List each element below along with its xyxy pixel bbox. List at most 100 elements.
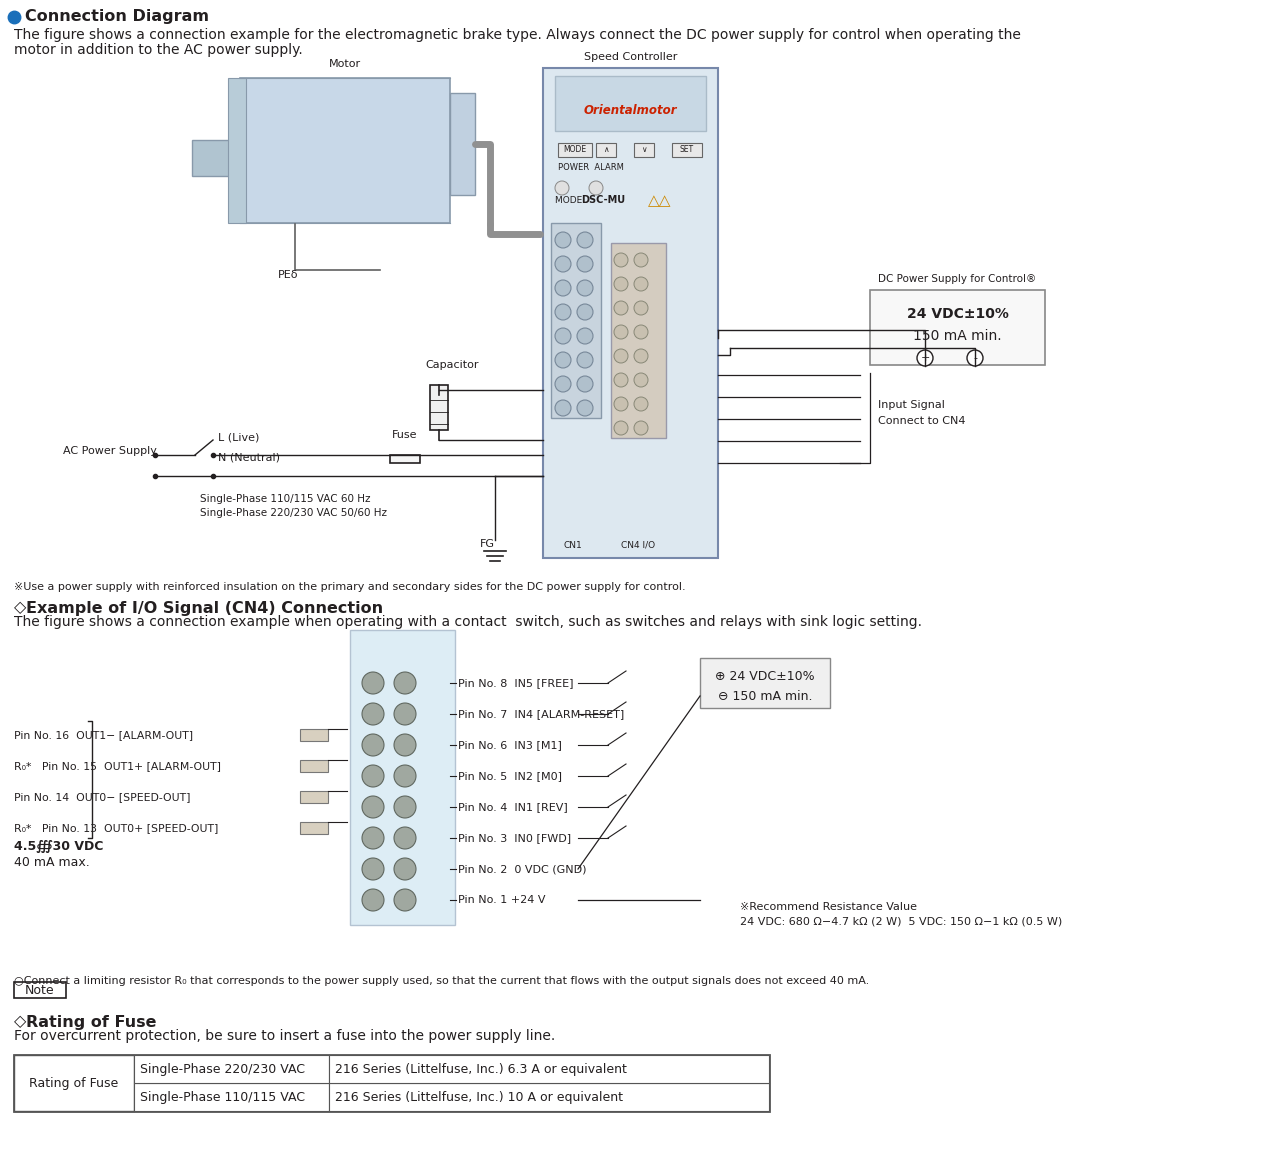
- Text: MODE: MODE: [563, 145, 586, 155]
- Bar: [672, 143, 701, 157]
- Bar: [596, 143, 616, 157]
- Circle shape: [556, 231, 571, 248]
- Bar: [192, 140, 244, 176]
- Circle shape: [634, 397, 648, 411]
- Text: R₀*   Pin No. 15  OUT1+ [ALARM-OUT]: R₀* Pin No. 15 OUT1+ [ALARM-OUT]: [14, 761, 221, 771]
- Bar: [134, 1055, 329, 1083]
- Circle shape: [966, 350, 983, 366]
- Circle shape: [362, 858, 384, 880]
- Bar: [14, 1055, 134, 1111]
- Text: Motor: Motor: [329, 59, 361, 69]
- Circle shape: [577, 328, 593, 344]
- Text: SET: SET: [680, 145, 694, 155]
- Circle shape: [634, 373, 648, 387]
- Bar: [870, 290, 1044, 365]
- Circle shape: [916, 350, 933, 366]
- Text: Pin No. 4  IN1 [REV]: Pin No. 4 IN1 [REV]: [458, 802, 568, 812]
- Circle shape: [577, 400, 593, 416]
- Circle shape: [362, 795, 384, 818]
- Circle shape: [614, 324, 628, 338]
- Bar: [329, 1055, 769, 1083]
- Circle shape: [614, 301, 628, 315]
- Text: Rating of Fuse: Rating of Fuse: [29, 1077, 119, 1090]
- Text: -: -: [973, 354, 977, 363]
- Text: 24 VDC: 680 Ω−4.7 kΩ (2 W)  5 VDC: 150 Ω−1 kΩ (0.5 W): 24 VDC: 680 Ω−4.7 kΩ (2 W) 5 VDC: 150 Ω−…: [740, 916, 1062, 927]
- Circle shape: [394, 702, 416, 725]
- Circle shape: [634, 349, 648, 363]
- Bar: [451, 93, 475, 194]
- Text: Orientalmotor: Orientalmotor: [584, 105, 677, 117]
- Bar: [241, 78, 451, 223]
- Text: Single-Phase 110/115 VAC 60 Hz: Single-Phase 110/115 VAC 60 Hz: [200, 494, 370, 504]
- Text: POWER  ALARM: POWER ALARM: [558, 163, 623, 172]
- Text: Pin No. 7  IN4 [ALARM-RESET]: Pin No. 7 IN4 [ALARM-RESET]: [458, 709, 625, 719]
- Circle shape: [577, 280, 593, 297]
- Text: ○Connect a limiting resistor R₀ that corresponds to the power supply used, so th: ○Connect a limiting resistor R₀ that cor…: [14, 976, 869, 986]
- Circle shape: [614, 349, 628, 363]
- Circle shape: [556, 280, 571, 297]
- Circle shape: [362, 827, 384, 849]
- Text: R₀*   Pin No. 13  OUT0+ [SPEED-OUT]: R₀* Pin No. 13 OUT0+ [SPEED-OUT]: [14, 823, 219, 833]
- Bar: [329, 1083, 769, 1111]
- Bar: [556, 76, 707, 131]
- Circle shape: [394, 795, 416, 818]
- Text: Single-Phase 220/230 VAC 50/60 Hz: Single-Phase 220/230 VAC 50/60 Hz: [200, 508, 387, 518]
- Bar: [300, 759, 328, 772]
- Circle shape: [577, 352, 593, 368]
- Bar: [430, 385, 448, 430]
- Text: Pin No. 2  0 VDC (GND): Pin No. 2 0 VDC (GND): [458, 864, 586, 875]
- Text: ∧: ∧: [603, 145, 609, 155]
- Text: ⊕ 24 VDC±10%: ⊕ 24 VDC±10%: [716, 670, 815, 683]
- Circle shape: [556, 328, 571, 344]
- Text: Speed Controller: Speed Controller: [584, 52, 677, 62]
- Text: 150 mA min.: 150 mA min.: [913, 329, 1002, 343]
- Text: Pin No. 1 +24 V: Pin No. 1 +24 V: [458, 896, 545, 905]
- Text: △△: △△: [648, 193, 672, 208]
- Circle shape: [577, 256, 593, 272]
- Text: 4.5∰30 VDC: 4.5∰30 VDC: [14, 840, 104, 852]
- Circle shape: [614, 397, 628, 411]
- Circle shape: [362, 702, 384, 725]
- Bar: [134, 1083, 329, 1111]
- Circle shape: [634, 301, 648, 315]
- Text: Input Signal: Input Signal: [878, 400, 945, 411]
- Circle shape: [589, 181, 603, 195]
- Bar: [300, 791, 328, 802]
- Bar: [300, 729, 328, 741]
- Text: AC Power Supply: AC Power Supply: [63, 445, 157, 456]
- Bar: [349, 630, 454, 925]
- Circle shape: [556, 400, 571, 416]
- Circle shape: [394, 858, 416, 880]
- Bar: [611, 243, 666, 438]
- Text: Pin No. 16  OUT1− [ALARM-OUT]: Pin No. 16 OUT1− [ALARM-OUT]: [14, 730, 193, 740]
- Circle shape: [634, 277, 648, 291]
- Text: 24 VDC±10%: 24 VDC±10%: [906, 307, 1009, 321]
- Text: Single-Phase 110/115 VAC: Single-Phase 110/115 VAC: [140, 1091, 305, 1104]
- Bar: [543, 67, 718, 558]
- Text: The figure shows a connection example when operating with a contact  switch, suc: The figure shows a connection example wh…: [14, 615, 922, 629]
- Bar: [300, 822, 328, 834]
- Text: DSC-MU: DSC-MU: [581, 195, 625, 205]
- Text: 216 Series (Littelfuse, Inc.) 10 A or equivalent: 216 Series (Littelfuse, Inc.) 10 A or eq…: [335, 1091, 623, 1104]
- Text: DC Power Supply for Control®: DC Power Supply for Control®: [878, 274, 1037, 284]
- Circle shape: [556, 352, 571, 368]
- Bar: [228, 78, 246, 223]
- Text: Note: Note: [26, 984, 55, 997]
- Circle shape: [394, 889, 416, 911]
- Text: Pin No. 3  IN0 [FWD]: Pin No. 3 IN0 [FWD]: [458, 833, 571, 843]
- Text: Fuse: Fuse: [392, 430, 417, 440]
- Circle shape: [577, 304, 593, 320]
- Text: ◇: ◇: [14, 600, 27, 615]
- Circle shape: [556, 256, 571, 272]
- Circle shape: [394, 827, 416, 849]
- Text: CN4 I/O: CN4 I/O: [621, 541, 655, 550]
- Text: Pin No. 6  IN3 [M1]: Pin No. 6 IN3 [M1]: [458, 740, 562, 750]
- Bar: [550, 223, 602, 418]
- Circle shape: [556, 304, 571, 320]
- Text: MODEL: MODEL: [556, 197, 590, 205]
- Circle shape: [614, 277, 628, 291]
- Text: Rating of Fuse: Rating of Fuse: [26, 1014, 156, 1029]
- Text: The figure shows a connection example for the electromagnetic brake type. Always: The figure shows a connection example fo…: [14, 28, 1021, 42]
- Circle shape: [634, 421, 648, 435]
- Text: ※Recommend Resistance Value: ※Recommend Resistance Value: [740, 902, 916, 912]
